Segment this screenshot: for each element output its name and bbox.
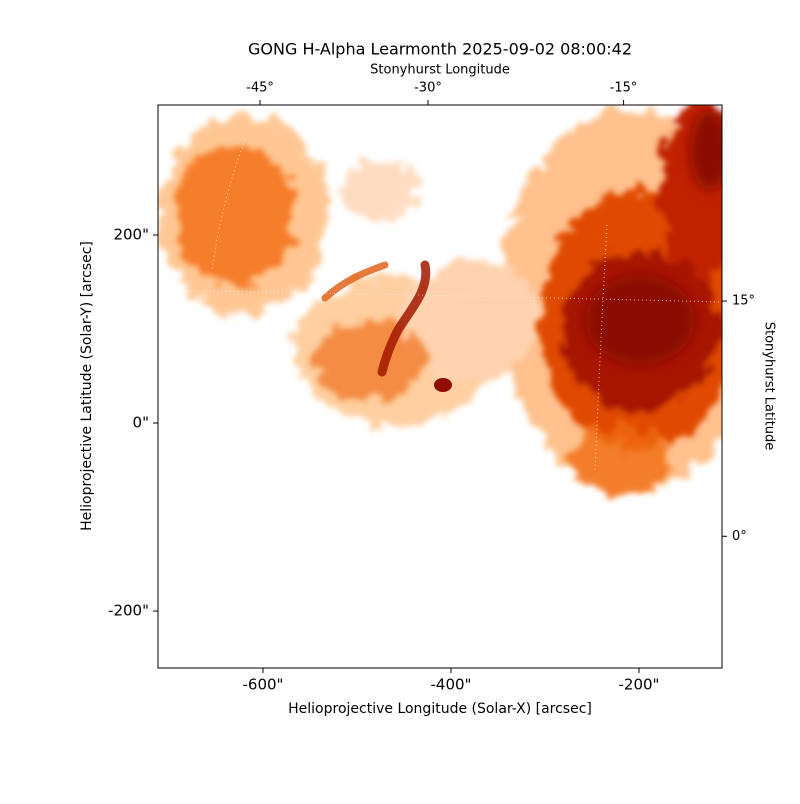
y2-axis-label: Stonyhurst Latitude (762, 322, 777, 451)
x-tick-label: -200" (619, 676, 660, 694)
x2-tick-label: -45° (246, 81, 274, 96)
x2-tick-label: -30° (414, 81, 442, 96)
y-tick-label: -200" (108, 602, 149, 620)
y2-tick-label: 0° (732, 529, 747, 544)
solar-image (158, 105, 722, 495)
x2-tick-label: -15° (610, 81, 638, 96)
y-tick-label: 0" (133, 414, 149, 432)
x2-axis-label: Stonyhurst Longitude (370, 63, 510, 78)
plot-frame (157, 104, 723, 669)
chart-title: GONG H-Alpha Learmonth 2025-09-02 08:00:… (248, 40, 632, 59)
y-tick-label: 200" (113, 226, 149, 244)
y-axis-label: Helioprojective Latitude (Solar-Y) [arcs… (79, 241, 95, 531)
x-tick-label: -400" (431, 676, 472, 694)
x-tick-label: -600" (243, 676, 284, 694)
x-axis-label: Helioprojective Longitude (Solar-X) [arc… (288, 701, 592, 717)
y2-tick-label: 15° (732, 294, 755, 309)
